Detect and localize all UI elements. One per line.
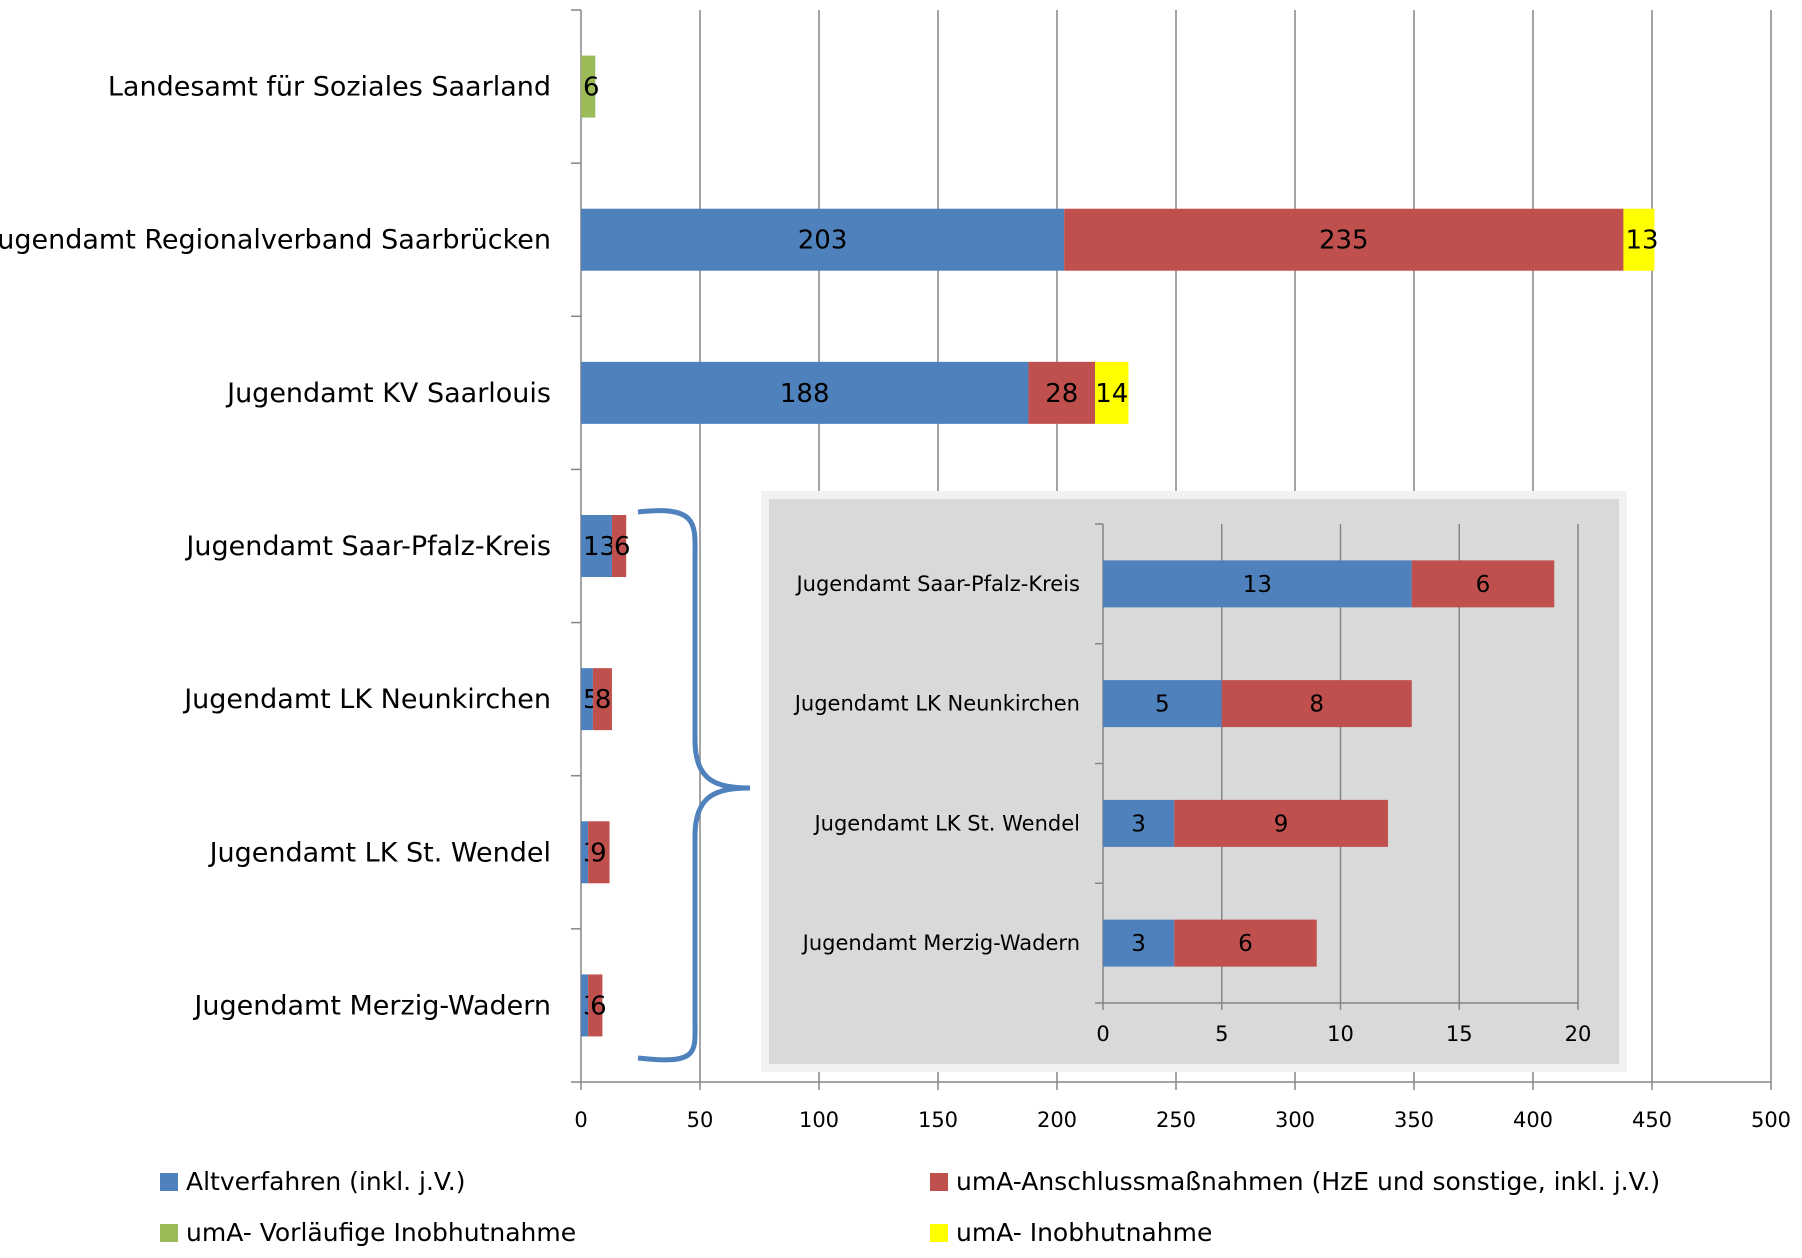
inset-category-label: Jugendamt LK St. Wendel: [812, 811, 1080, 835]
main-data-label: 6: [590, 991, 607, 1021]
brace-shape: [637, 508, 751, 1063]
inset-category-label: Jugendamt Merzig-Wadern: [801, 931, 1080, 955]
inset-x-tick-label: 5: [1215, 1022, 1228, 1046]
inset-category-label: Jugendamt LK Neunkirchen: [793, 692, 1080, 716]
inset-data-label: 3: [1131, 931, 1146, 957]
main-bar-altverfahren-inkl-j-v: [581, 208, 1065, 271]
inset-bar-uma-anschlussma-nahmen-hze-und-sonstige-inkl-j-v: [1221, 680, 1412, 728]
main-data-label: 14: [1095, 379, 1128, 409]
main-data-label: 6: [583, 73, 600, 103]
main-bar-altverfahren-inkl-j-v: [581, 821, 589, 884]
inset-bar-altverfahren-inkl-j-v: [1103, 680, 1222, 728]
inset-data-label: 6: [1238, 931, 1253, 957]
main-bar-uma-anschlussma-nahmen-hze-und-sonstige-inkl-j-v: [588, 974, 603, 1037]
main-bar-uma-anschlussma-nahmen-hze-und-sonstige-inkl-j-v: [1064, 208, 1624, 271]
main-data-label: 13: [1625, 226, 1658, 256]
main-category-label: Jugendamt LK St. Wendel: [208, 837, 551, 868]
main-category-label: Landesamt für Soziales Saarland: [108, 72, 551, 103]
inset-data-label: 3: [1131, 811, 1146, 837]
main-category-label: Jugendamt LK Neunkirchen: [182, 684, 551, 715]
main-data-label: 8: [595, 685, 612, 715]
main-data-label: 13: [583, 532, 616, 562]
main-bar-uma-vorl-ufige-inobhutnahme: [581, 55, 596, 118]
inset-x-tick-label: 20: [1565, 1022, 1592, 1046]
main-category-label: Jugendamt KV Saarlouis: [225, 378, 551, 409]
main-data-label: 203: [798, 226, 848, 256]
inset-x-tick-label: 0: [1096, 1022, 1109, 1046]
main-bar-uma-anschlussma-nahmen-hze-und-sonstige-inkl-j-v: [588, 821, 610, 884]
inset-category-label: Jugendamt Saar-Pfalz-Kreis: [794, 572, 1080, 596]
main-category-label: Jugendamt Regionalverband Saarbrücken: [0, 225, 551, 256]
main-x-tick-label: 450: [1632, 1108, 1672, 1132]
inset-data-label: 6: [1476, 572, 1491, 598]
main-bar-altverfahren-inkl-j-v: [581, 668, 593, 731]
main-bar-uma-anschlussma-nahmen-hze-und-sonstige-inkl-j-v: [1028, 361, 1096, 424]
main-x-tick-label: 350: [1394, 1108, 1434, 1132]
main-x-tick-label: 300: [1275, 1108, 1315, 1132]
inset-bar-uma-anschlussma-nahmen-hze-und-sonstige-inkl-j-v: [1174, 919, 1317, 967]
inset-x-tick-label: 10: [1327, 1022, 1354, 1046]
inset-data-label: 5: [1155, 692, 1170, 718]
inset-bar-uma-anschlussma-nahmen-hze-und-sonstige-inkl-j-v: [1174, 799, 1388, 847]
main-x-tick-label: 100: [799, 1108, 839, 1132]
main-data-label: 28: [1045, 379, 1078, 409]
main-bar-uma-anschlussma-nahmen-hze-und-sonstige-inkl-j-v: [611, 515, 627, 577]
main-bar-altverfahren-inkl-j-v: [581, 361, 1029, 424]
inset-data-label: 8: [1309, 692, 1324, 718]
main-data-label: 9: [590, 838, 607, 868]
inset-data-label: 9: [1274, 811, 1289, 837]
main-bar-altverfahren-inkl-j-v: [581, 515, 612, 577]
main-data-label: 6: [614, 532, 631, 562]
main-x-tick-label: 500: [1751, 1108, 1791, 1132]
inset-bar-altverfahren-inkl-j-v: [1103, 560, 1412, 608]
main-bar-altverfahren-inkl-j-v: [581, 974, 589, 1037]
main-bar-uma-inobhutnahme: [1095, 361, 1129, 424]
main-bar-uma-anschlussma-nahmen-hze-und-sonstige-inkl-j-v: [592, 668, 612, 731]
inset-x-tick-label: 15: [1446, 1022, 1473, 1046]
main-category-label: Jugendamt Saar-Pfalz-Kreis: [184, 531, 551, 562]
main-x-tick-label: 50: [687, 1108, 714, 1132]
main-bar-uma-inobhutnahme: [1623, 208, 1655, 271]
main-x-tick-label: 0: [574, 1108, 587, 1132]
inset-data-label: 13: [1243, 572, 1272, 598]
main-x-tick-label: 150: [918, 1108, 958, 1132]
main-data-label: 235: [1319, 226, 1369, 256]
inset-bar-uma-anschlussma-nahmen-hze-und-sonstige-inkl-j-v: [1411, 560, 1555, 608]
inset-bar-altverfahren-inkl-j-v: [1103, 919, 1175, 967]
main-data-label: 188: [780, 379, 830, 409]
main-x-tick-label: 400: [1513, 1108, 1553, 1132]
main-category-label: Jugendamt Merzig-Wadern: [192, 990, 551, 1021]
main-x-tick-label: 250: [1156, 1108, 1196, 1132]
inset-bar-altverfahren-inkl-j-v: [1103, 799, 1175, 847]
main-x-tick-label: 200: [1037, 1108, 1077, 1132]
